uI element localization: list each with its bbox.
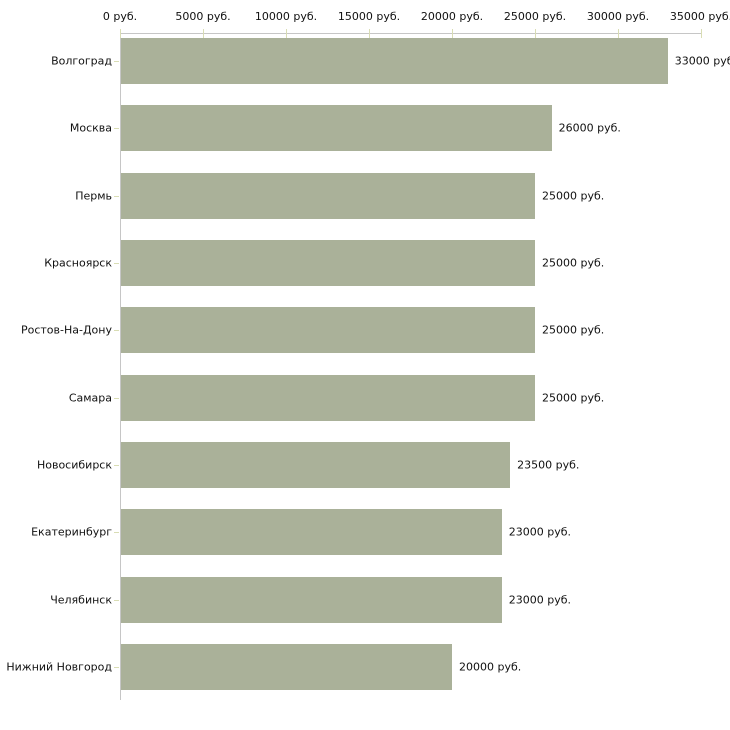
bar [121,374,535,421]
bar [121,644,452,691]
category-tick [114,532,119,534]
x-axis-tick-label: 20000 руб. [420,10,484,23]
value-label: 33000 руб. [674,54,730,68]
category-tick [114,195,119,197]
bar [121,442,511,489]
bar [121,38,668,84]
x-axis-tick [618,29,619,38]
category-tick [114,397,119,399]
bar [121,105,552,152]
value-label: 23000 руб. [508,593,572,607]
bar [121,172,535,219]
category-tick [114,263,119,265]
x-axis-tick-label: 10000 руб. [254,10,318,23]
value-label: 25000 руб. [542,391,605,405]
value-label: 25000 руб. [542,189,605,203]
x-axis-tick [286,29,287,38]
category-label: Москва [69,121,112,135]
category-label: Нижний Новгород [6,660,112,674]
category-label: Челябинск [50,593,112,607]
category-tick [114,465,119,467]
category-tick [114,599,119,601]
category-label: Новосибирск [36,458,112,472]
x-axis-tick-label: 0 руб. [102,10,138,23]
x-axis-tick [535,29,536,38]
x-axis-tick [369,29,370,38]
bar [121,307,535,354]
x-axis-line [120,33,702,34]
y-axis-line [120,33,121,700]
x-axis-tick [452,29,453,38]
category-label: Пермь [75,189,112,203]
value-label: 23500 руб. [517,458,580,472]
value-label: 20000 руб. [459,660,522,674]
x-axis-tick [203,29,204,38]
category-label: Красноярск [44,256,112,270]
x-axis-tick-label: 5000 руб. [175,10,231,23]
value-label: 26000 руб. [558,121,621,135]
value-label: 23000 руб. [508,525,572,539]
x-axis-tick [701,29,702,38]
category-label: Самара [68,391,112,405]
category-label: Волгоград [51,54,112,68]
category-tick [114,61,119,62]
x-axis-tick-label: 35000 руб. [669,10,730,23]
category-label: Екатеринбург [31,525,112,539]
category-tick [114,128,119,130]
x-axis-tick-label: 30000 руб. [586,10,650,23]
bar [121,576,502,623]
x-axis-tick-label: 25000 руб. [503,10,567,23]
value-label: 25000 руб. [542,256,605,270]
x-axis-tick-label: 15000 руб. [337,10,401,23]
bar [121,509,502,556]
category-label: Ростов-На-Дону [20,323,112,337]
category-tick [114,330,119,332]
category-tick [114,667,119,669]
x-axis-tick [120,29,121,38]
value-label: 25000 руб. [542,323,605,337]
bar [121,240,535,287]
